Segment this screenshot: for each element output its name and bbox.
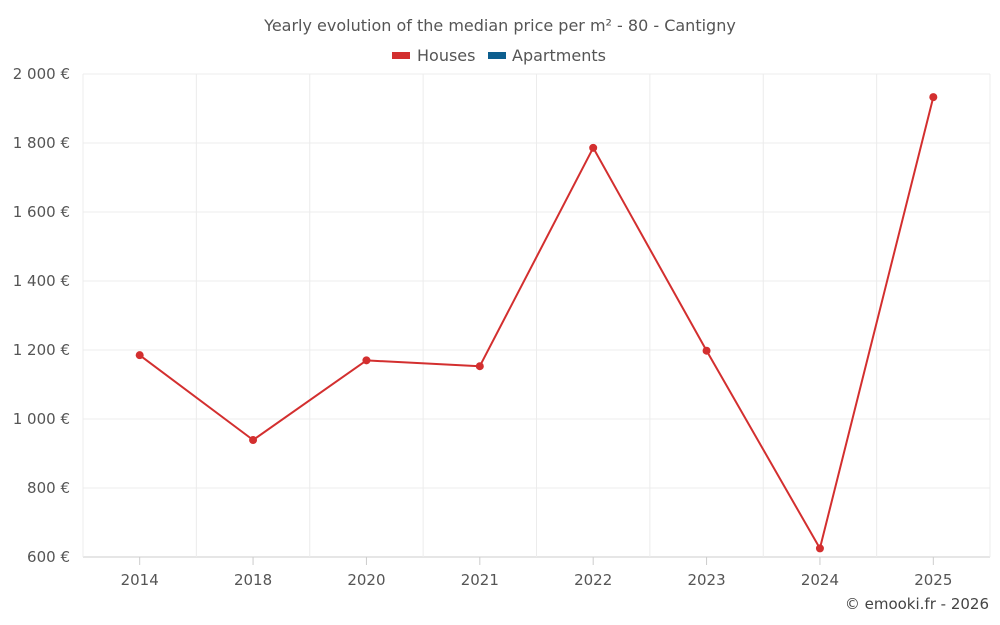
x-tick-label: 2018	[234, 571, 272, 589]
data-point-houses[interactable]	[362, 356, 371, 365]
y-tick-label: 800 €	[27, 479, 70, 497]
y-tick-label: 1 400 €	[13, 272, 70, 290]
x-tick-label: 2021	[461, 571, 499, 589]
y-axis-ticks: 600 € 800 € 1 000 € 1 200 € 1 400 € 1 600 € 1 …	[13, 65, 70, 566]
y-tick-label: 1 800 €	[13, 134, 70, 152]
data-point-houses[interactable]	[135, 351, 144, 360]
x-tick-label: 2020	[347, 571, 385, 589]
y-tick-label: 1 200 €	[13, 341, 70, 359]
chart-title: Yearly evolution of the median price per…	[263, 16, 736, 35]
y-tick-label: 2 000 €	[13, 65, 70, 83]
legend-label-houses: Houses	[417, 46, 475, 65]
data-point-houses[interactable]	[249, 436, 258, 445]
x-tick-label: 2025	[914, 571, 952, 589]
x-axis-ticks: 2014 2018 2020 2021 2022 2023 2024 2025	[121, 571, 953, 589]
series-line-houses	[139, 96, 935, 550]
y-tick-label: 1 000 €	[13, 410, 70, 428]
credit-text: © emooki.fr - 2026	[845, 595, 989, 613]
data-point-houses[interactable]	[815, 544, 824, 553]
x-tick-label: 2014	[121, 571, 159, 589]
legend: Houses Apartments	[392, 46, 606, 65]
x-tick-label: 2022	[574, 571, 612, 589]
data-point-houses[interactable]	[929, 93, 938, 102]
grid	[82, 73, 991, 565]
legend-item-houses[interactable]: Houses	[392, 46, 475, 65]
y-tick-label: 1 600 €	[13, 203, 70, 221]
y-tick-label: 600 €	[27, 548, 70, 566]
data-point-houses[interactable]	[589, 143, 598, 152]
data-point-houses[interactable]	[702, 346, 711, 355]
x-tick-label: 2023	[687, 571, 725, 589]
legend-swatch-houses	[392, 52, 410, 59]
data-point-houses[interactable]	[475, 362, 484, 371]
series-houses	[135, 93, 938, 553]
legend-label-apartments: Apartments	[512, 46, 606, 65]
x-tick-label: 2024	[801, 571, 839, 589]
legend-swatch-apartments	[488, 52, 506, 59]
legend-item-apartments[interactable]: Apartments	[488, 46, 606, 65]
